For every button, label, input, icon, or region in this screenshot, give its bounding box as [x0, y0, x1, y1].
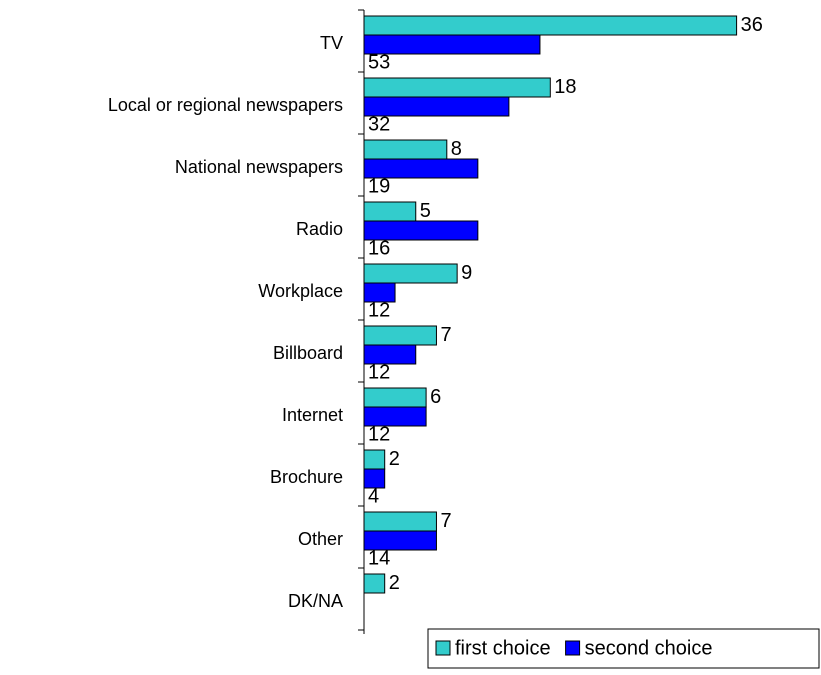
bar — [363, 511, 437, 532]
value-label: 6 — [430, 386, 441, 408]
value-label: 9 — [461, 262, 472, 284]
bar — [363, 201, 417, 222]
value-label: 36 — [741, 14, 763, 36]
total-label: 12 — [368, 299, 390, 321]
value-label: 7 — [440, 510, 451, 532]
bar — [363, 34, 541, 55]
total-label: 53 — [368, 51, 390, 73]
value-label: 2 — [389, 572, 400, 594]
value-label: 2 — [389, 448, 400, 470]
bar — [363, 325, 437, 346]
legend-label: second choice — [585, 637, 713, 659]
category-label: Other — [298, 529, 343, 549]
total-label: 12 — [368, 361, 390, 383]
value-label: 7 — [440, 324, 451, 346]
bar — [363, 573, 386, 594]
bar — [363, 263, 458, 284]
category-label: DK/NA — [288, 591, 343, 611]
total-label: 16 — [368, 237, 390, 259]
total-label: 12 — [368, 423, 390, 445]
category-label: Workplace — [258, 281, 343, 301]
category-label: Billboard — [273, 343, 343, 363]
category-label: National newspapers — [175, 157, 343, 177]
total-label: 14 — [368, 547, 390, 569]
category-label: TV — [320, 33, 343, 53]
category-label: Local or regional newspapers — [108, 95, 343, 115]
legend-swatch — [435, 640, 451, 656]
total-label: 19 — [368, 175, 390, 197]
bar — [363, 387, 427, 408]
bar — [363, 15, 738, 36]
category-label: Brochure — [270, 467, 343, 487]
total-label: 32 — [368, 113, 390, 135]
legend-label: first choice — [455, 637, 551, 659]
value-label: 5 — [420, 200, 431, 222]
bar — [363, 449, 386, 470]
legend-box — [427, 628, 820, 669]
value-label: 18 — [554, 76, 576, 98]
total-label: 4 — [368, 485, 379, 507]
category-label: Radio — [296, 219, 343, 239]
legend: first choice second choice — [427, 628, 820, 669]
bar — [363, 139, 448, 160]
bar — [363, 77, 551, 98]
legend-swatch — [565, 640, 581, 656]
value-label: 8 — [451, 138, 462, 160]
category-label: Internet — [282, 405, 343, 425]
